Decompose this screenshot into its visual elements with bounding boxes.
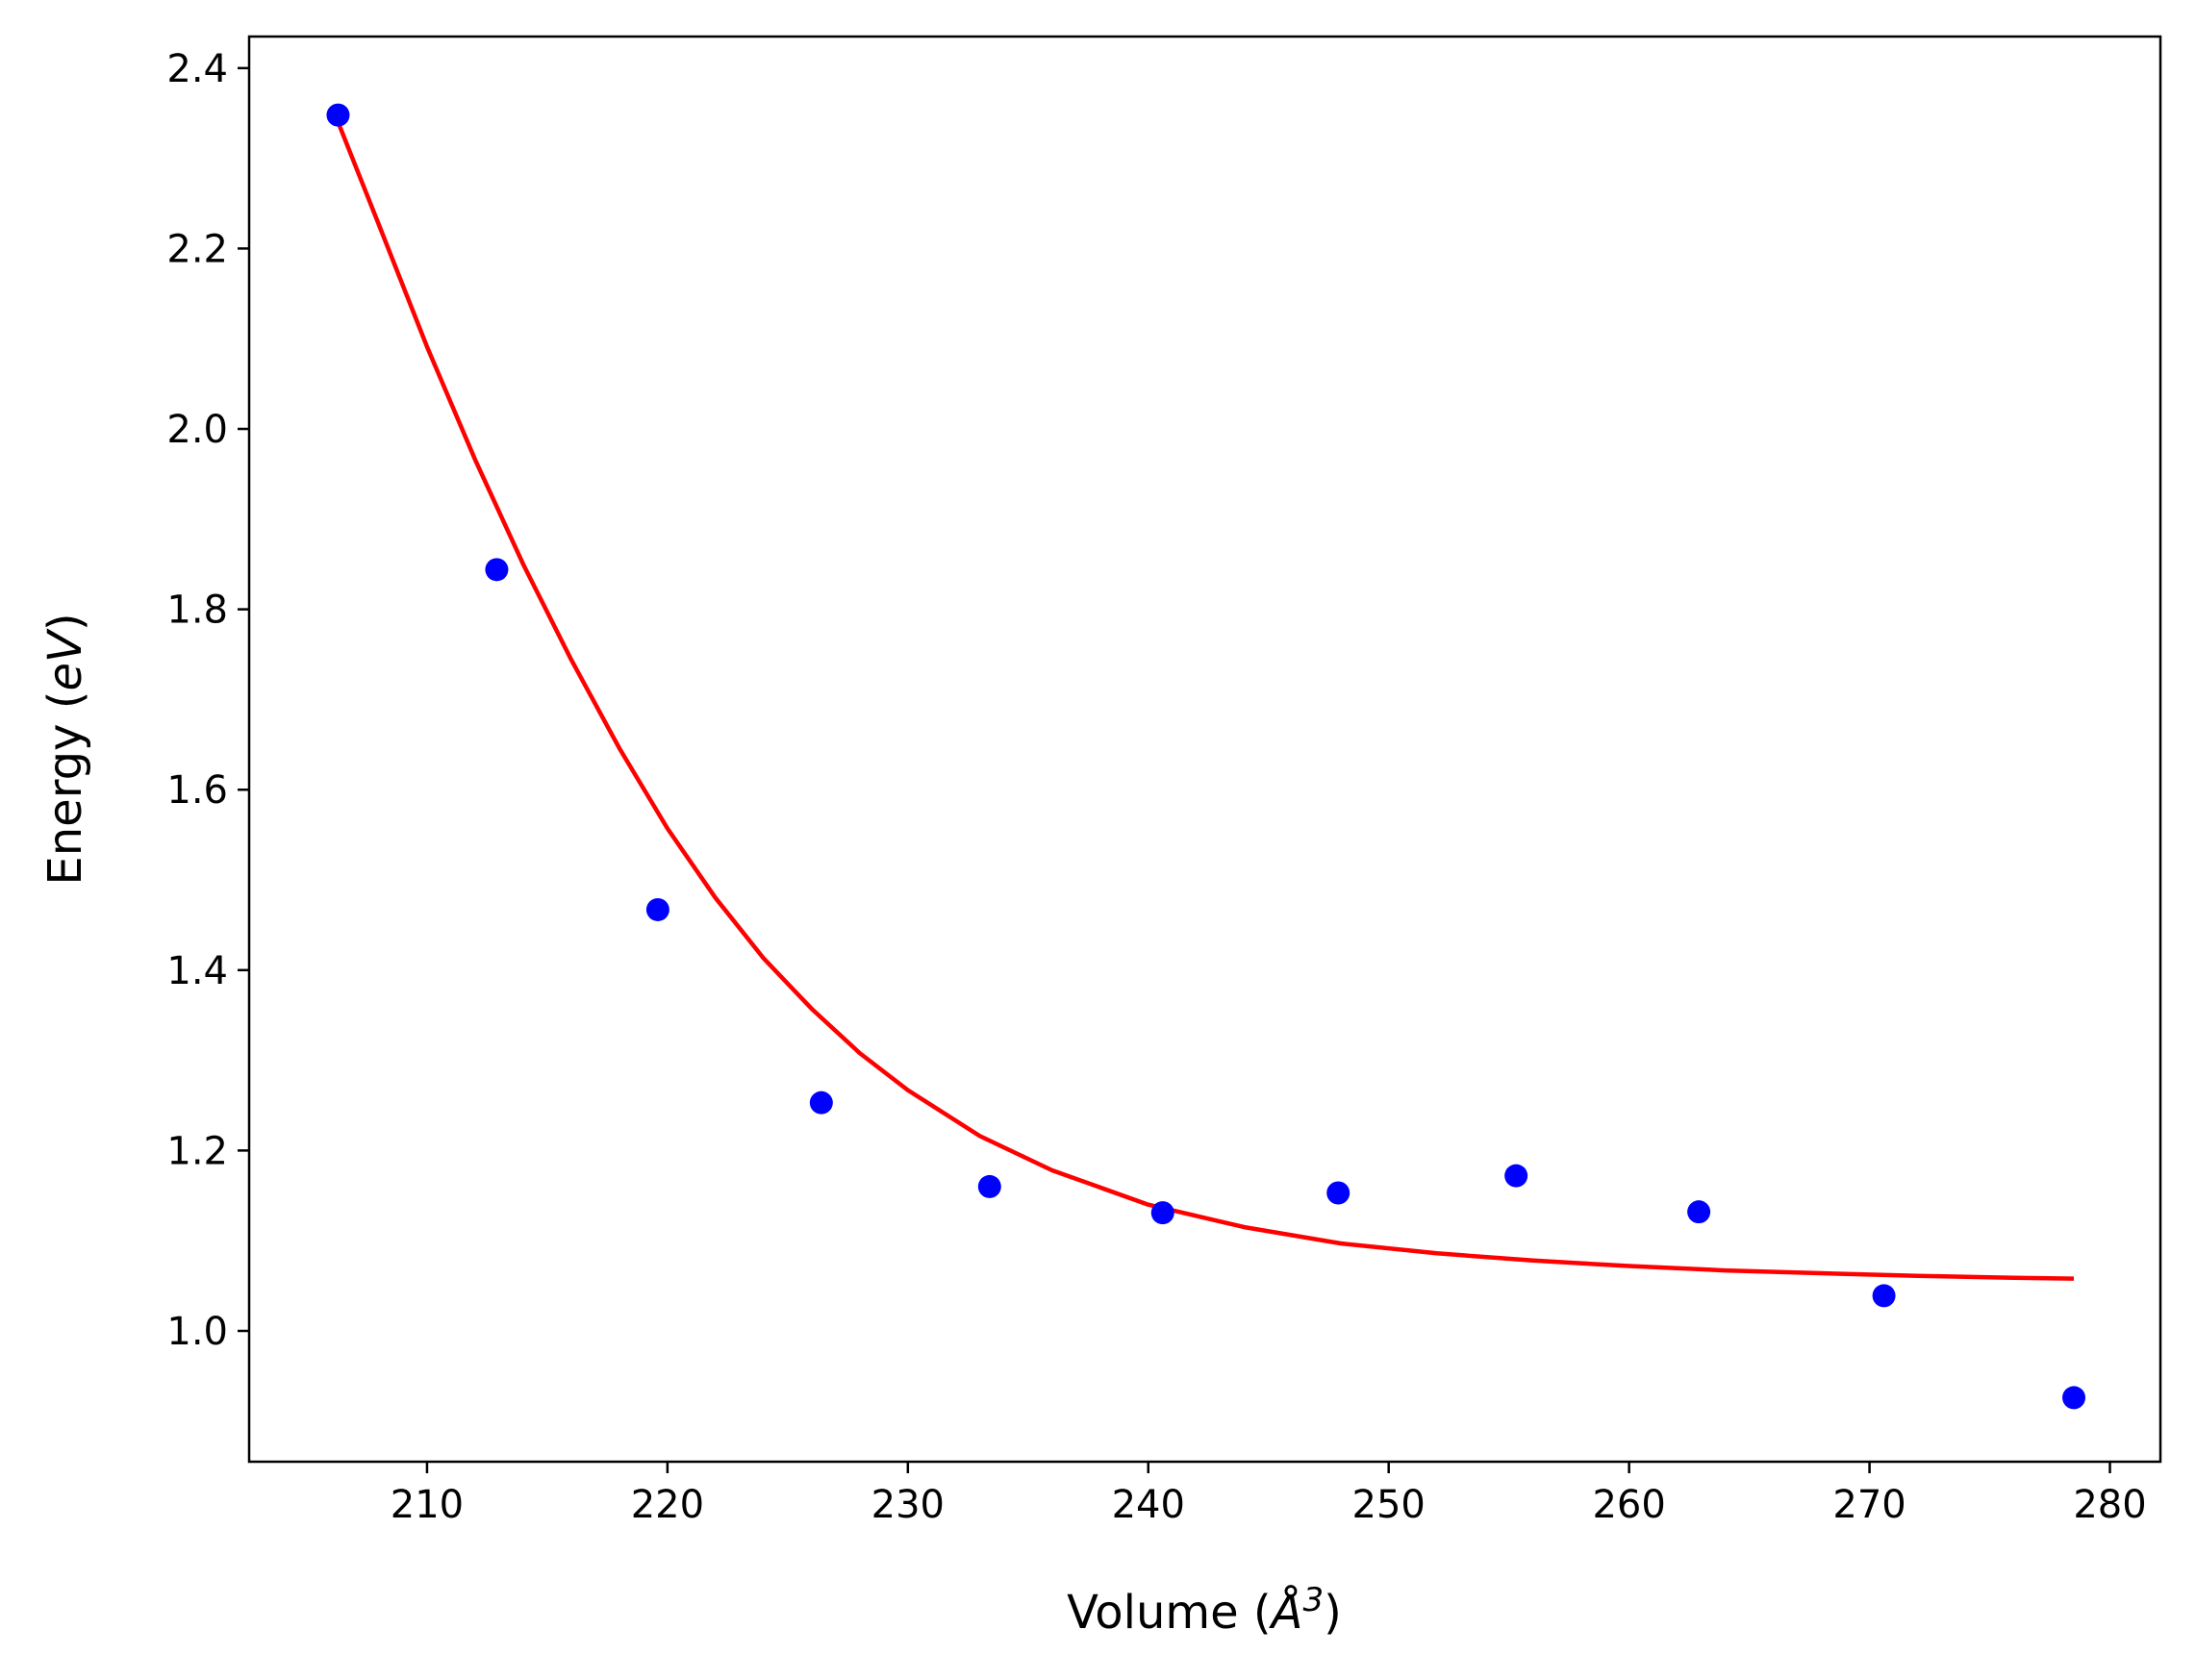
x-tick-label: 210 — [391, 1483, 464, 1527]
x-tick-label: 230 — [871, 1483, 945, 1527]
data-points-layer — [326, 103, 2086, 1410]
fit-curve-layer — [336, 121, 2075, 1281]
data-point — [1687, 1200, 1711, 1224]
data-point — [809, 1091, 833, 1115]
data-point — [2062, 1386, 2086, 1410]
x-tick-label: 250 — [1352, 1483, 1426, 1527]
y-tick-label: 1.8 — [166, 589, 228, 633]
data-point — [1504, 1164, 1528, 1188]
data-point — [1326, 1181, 1350, 1205]
fit-curve-line — [336, 121, 2075, 1281]
y-tick-label: 2.0 — [166, 408, 228, 452]
y-tick-label: 1.4 — [166, 949, 228, 993]
x-tick-label: 270 — [1832, 1483, 1906, 1527]
data-point — [485, 558, 509, 582]
data-point — [645, 897, 669, 921]
x-tick-label: 260 — [1592, 1483, 1665, 1527]
y-tick-label: 1.6 — [166, 768, 228, 813]
x-axis-label: Volume (Å3) — [1067, 1581, 1342, 1640]
y-axis-ticks: 1.0 1.2 1.4 1.6 1.8 2.0 2.2 2.4 — [166, 47, 249, 1354]
data-point — [326, 103, 350, 127]
x-tick-label: 280 — [2073, 1483, 2146, 1527]
x-tick-label: 240 — [1112, 1483, 1185, 1527]
x-axis-ticks: 210 220 230 240 250 260 270 280 — [391, 1462, 2147, 1527]
x-tick-label: 220 — [631, 1483, 704, 1527]
y-tick-label: 2.2 — [166, 227, 228, 271]
y-tick-label: 2.4 — [166, 47, 228, 91]
y-tick-label: 1.2 — [166, 1129, 228, 1173]
plot-frame — [247, 35, 2162, 1464]
y-axis-label: Energy (eV) — [38, 613, 92, 885]
data-point — [1872, 1284, 1896, 1308]
data-point — [1150, 1201, 1174, 1225]
data-point — [977, 1174, 1001, 1198]
y-tick-label: 1.0 — [166, 1310, 228, 1354]
